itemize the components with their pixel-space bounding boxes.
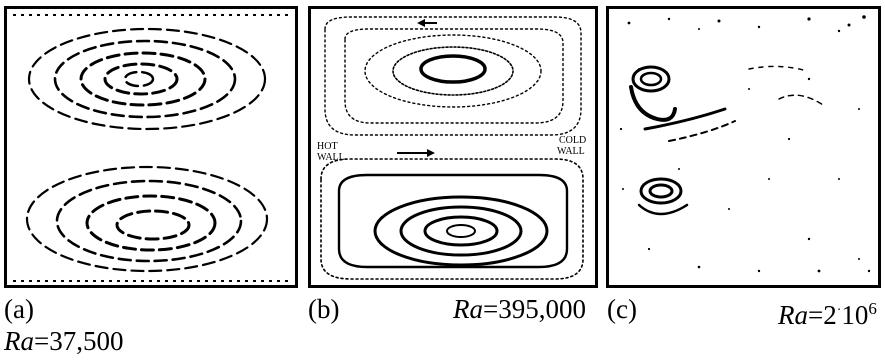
flow-visualization-a (13, 14, 289, 282)
ra-exponent: 6 (868, 299, 877, 318)
caption-a-label: (a) (4, 294, 34, 324)
flow-arrow-left-icon (417, 19, 437, 27)
ra-symbol: Ra (453, 294, 483, 324)
ra-tail: 10 (841, 300, 869, 330)
panel-b-image: HOT WALL COLD WALL (308, 6, 598, 288)
caption-c-ra: Ra=2·106 (778, 294, 877, 330)
ra-value: =37,500 (34, 326, 124, 356)
caption-a-ra: Ra=37,500 (4, 326, 123, 356)
caption-b-label: (b) (308, 294, 340, 324)
ra-dot: · (836, 303, 842, 318)
caption-b-ra: Ra=395,000 (453, 294, 586, 324)
cold-wall-label-line1: COLD (559, 135, 586, 146)
particle-noise (619, 15, 871, 273)
flow-visualization-c (619, 15, 871, 273)
panel-c-image (606, 6, 881, 288)
flow-visualization-b: HOT WALL COLD WALL (317, 16, 586, 280)
caption-c-label: (c) (607, 294, 637, 324)
ra-value: =2 (808, 300, 837, 330)
panel-a-image (4, 6, 298, 288)
ra-symbol: Ra (778, 300, 808, 330)
hot-wall-label-line2: WALL (317, 152, 345, 163)
flow-arrow-right-icon (397, 149, 435, 157)
ra-value: =395,000 (483, 294, 586, 324)
cold-wall-label-line2: WALL (557, 146, 585, 157)
hot-wall-label-line1: HOT (317, 141, 338, 152)
ra-symbol: Ra (4, 326, 34, 356)
